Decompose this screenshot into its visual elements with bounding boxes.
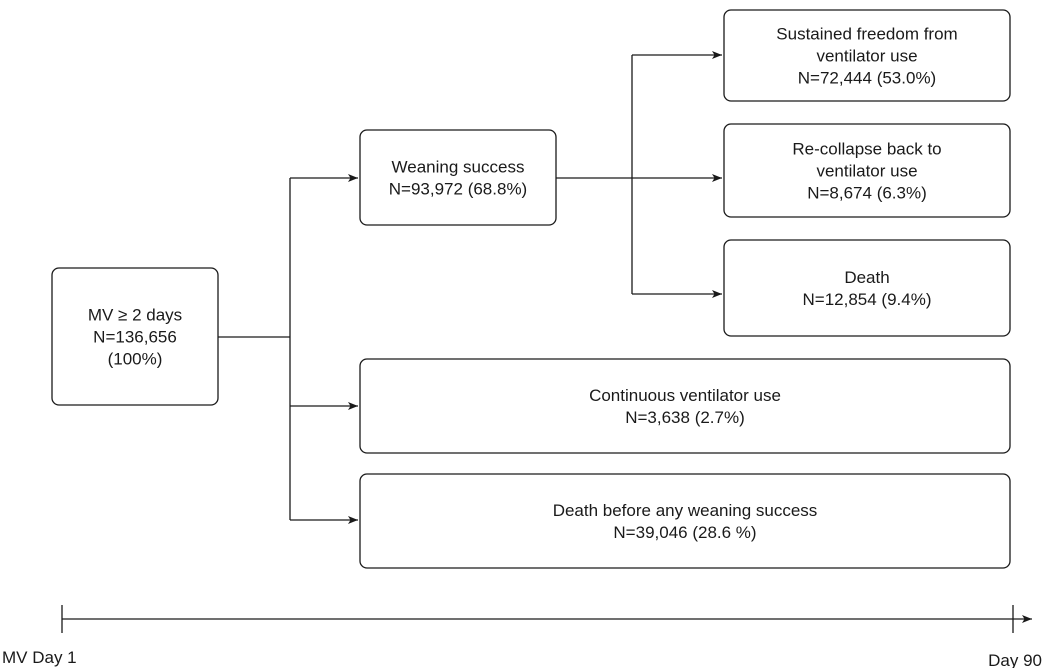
connectors [218, 51, 722, 524]
node-box [359, 358, 1011, 454]
node-text: MV ≥ 2 days [88, 306, 182, 325]
node-box [359, 473, 1011, 569]
node-text: ventilator use [816, 162, 917, 181]
node-text: Death [844, 268, 889, 287]
node-box [723, 239, 1011, 337]
timeline-end-label: Day 90 [988, 651, 1042, 668]
boxes: MV ≥ 2 days N=136,656 (100%) Weaning succes… [51, 9, 1011, 569]
node-box [723, 123, 1011, 218]
timeline: MV Day 1 Day 90 [2, 605, 1042, 668]
node-text: N=136,656 [93, 328, 177, 347]
node-text: Sustained freedom from [776, 25, 957, 44]
node-text: N=93,972 (68.8%) [389, 180, 527, 199]
node-box [51, 267, 219, 406]
node-text: ventilator use [816, 47, 917, 66]
node-text: Continuous ventilator use [589, 386, 781, 405]
node-text: N=72,444 (53.0%) [798, 69, 936, 88]
node-text: Weaning success [392, 158, 525, 177]
node-text: N=12,854 (9.4%) [803, 290, 932, 309]
node-text: Death before any weaning success [553, 501, 818, 520]
node-text: Re-collapse back to [792, 140, 941, 159]
node-text: N=8,674 (6.3%) [807, 184, 927, 203]
node-text: (100%) [108, 350, 163, 369]
node-box [359, 129, 557, 226]
timeline-start-label: MV Day 1 [2, 648, 77, 667]
node-text: N=39,046 (28.6 %) [613, 523, 756, 542]
node-text: N=3,638 (2.7%) [625, 408, 745, 427]
node-box [723, 9, 1011, 102]
